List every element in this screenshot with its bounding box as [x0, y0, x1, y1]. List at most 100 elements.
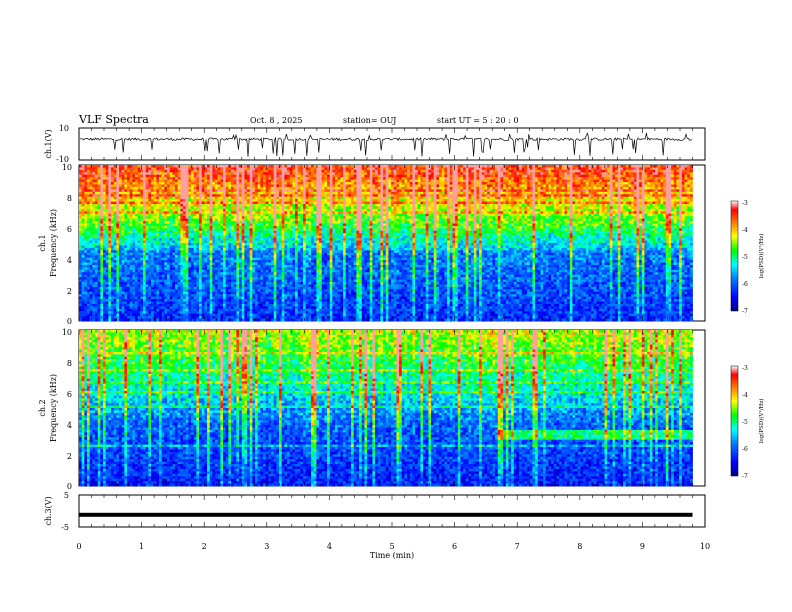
- spectrogram-cell: [553, 206, 557, 210]
- spectrogram-cell: [516, 208, 520, 212]
- spectrogram-cell: [161, 213, 165, 217]
- spectrogram-cell: [225, 208, 229, 212]
- spectrogram-cell: [316, 194, 320, 198]
- spectrogram-cell: [665, 169, 669, 173]
- spectrogram-cell: [361, 201, 365, 205]
- spectrogram-cell: [684, 174, 688, 178]
- spectrogram-cell: [465, 189, 469, 193]
- spectrogram-cell: [551, 204, 555, 207]
- spectrogram-cell: [199, 179, 203, 183]
- spectrogram-cell: [263, 204, 267, 207]
- spectrogram-cell: [559, 167, 563, 171]
- spectrogram-cell: [327, 165, 331, 168]
- spectrogram-cell: [263, 182, 267, 185]
- spectrogram-cell: [108, 194, 112, 198]
- spectrogram-cell: [145, 199, 149, 202]
- spectrogram-cell: [447, 213, 451, 217]
- spectrogram-cell: [460, 208, 464, 212]
- spectrogram-cell: [113, 189, 117, 193]
- spectrogram-cell: [124, 177, 128, 181]
- spectrogram-cell: [561, 172, 565, 176]
- spectrogram-cell: [601, 191, 605, 195]
- spectrogram-cell: [516, 184, 520, 188]
- spectrogram-cell: [204, 208, 208, 212]
- spectrogram-cell: [537, 189, 541, 193]
- spectrogram-cell: [404, 174, 408, 178]
- spectrogram-cell: [639, 213, 643, 217]
- spectrogram-cell: [281, 165, 285, 168]
- spectrogram-cell: [471, 208, 475, 212]
- spectrogram-cell: [401, 184, 405, 188]
- spectrogram-cell: [393, 174, 397, 178]
- spectrogram-cell: [127, 169, 131, 173]
- spectrogram-cell: [279, 177, 283, 181]
- spectrogram-cell: [351, 169, 355, 173]
- spectrogram-cell: [140, 169, 144, 173]
- spectrogram-cell: [591, 211, 595, 215]
- spectrogram-cell: [492, 199, 496, 202]
- spectrogram-cell: [295, 199, 299, 202]
- spectrogram-cell: [177, 179, 181, 183]
- spectrogram-cell: [444, 182, 448, 185]
- spectrogram-cell: [132, 199, 136, 202]
- spectrogram-cell: [540, 201, 544, 205]
- spectrogram-cell: [196, 213, 200, 217]
- spectrogram-cell: [89, 204, 93, 207]
- spectrogram-cell: [671, 201, 675, 205]
- spectrogram-cell: [415, 182, 419, 185]
- spectrogram-cell: [169, 169, 173, 173]
- spectrogram-cell: [313, 216, 317, 220]
- spectrogram-cell: [364, 172, 368, 176]
- spectrogram-cell: [348, 213, 352, 217]
- spectrogram-cell: [359, 216, 363, 220]
- spectrogram-cell: [151, 167, 155, 171]
- spectrogram-cell: [143, 199, 147, 202]
- spectrogram-cell: [607, 169, 611, 173]
- spectrogram-cell: [460, 213, 464, 217]
- spectrogram-cell: [401, 208, 405, 212]
- spectrogram-cell: [415, 204, 419, 207]
- spectrogram-cell: [116, 206, 120, 210]
- spectrogram-cell: [143, 201, 147, 205]
- spectrogram-cell: [236, 165, 240, 168]
- spectrogram-cell: [457, 177, 461, 181]
- spectrogram-cell: [257, 208, 261, 212]
- spectrogram-cell: [572, 201, 576, 205]
- spectrogram-cell: [599, 174, 603, 178]
- spectrogram-cell: [641, 194, 645, 198]
- spectrogram-cell: [577, 177, 581, 181]
- spectrogram-cell: [188, 211, 192, 215]
- spectrogram-cell: [553, 208, 557, 212]
- spectrogram-cell: [676, 211, 680, 215]
- spectrogram-cell: [364, 189, 368, 193]
- spectrogram-cell: [257, 165, 261, 168]
- spectrogram-cell: [231, 216, 235, 220]
- spectrogram-cell: [393, 216, 397, 220]
- spectrogram-cell: [151, 196, 155, 200]
- spectrogram-cell: [433, 172, 437, 176]
- spectrogram-cell: [524, 179, 528, 183]
- spectrogram-cell: [580, 211, 584, 215]
- spectrogram-cell: [377, 201, 381, 205]
- spectrogram-cell: [444, 204, 448, 207]
- spectrogram-cell: [300, 211, 304, 215]
- spectrogram-cell: [401, 194, 405, 198]
- spectrogram-cell: [489, 216, 493, 220]
- spectrogram-cell: [657, 201, 661, 205]
- spectrogram-cell: [345, 174, 349, 178]
- spectrogram-cell: [233, 167, 237, 171]
- spectrogram-cell: [300, 184, 304, 188]
- spectrogram-cell: [441, 167, 445, 171]
- spectrogram-cell: [623, 201, 627, 205]
- spectrogram-cell: [273, 191, 277, 195]
- spectrogram-cell: [313, 186, 317, 190]
- spectrogram-cell: [319, 206, 323, 210]
- spectrogram-cell: [399, 169, 403, 173]
- spectrogram-cell: [575, 177, 579, 181]
- spectrogram-cell: [420, 189, 424, 193]
- spectrogram-cell: [684, 199, 688, 202]
- spectrogram-cell: [575, 199, 579, 202]
- spectrogram-cell: [252, 172, 256, 176]
- spectrogram-cell: [295, 196, 299, 200]
- spectrogram-cell: [580, 196, 584, 200]
